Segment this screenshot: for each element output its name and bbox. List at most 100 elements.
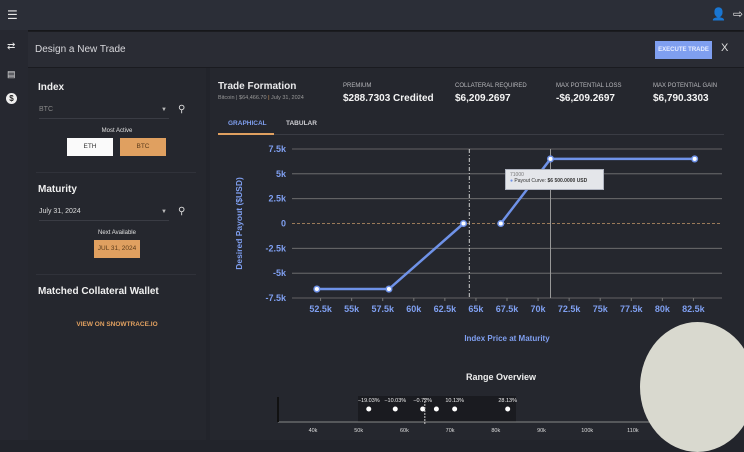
premium-value: $288.7303 Credited bbox=[343, 93, 434, 104]
range-tick-label: 110k bbox=[627, 428, 639, 434]
maturity-select[interactable]: July 31, 2024 ▼ bbox=[39, 205, 169, 221]
range-tick-label: 40k bbox=[309, 428, 318, 434]
y-tick-label: 2.5k bbox=[268, 194, 287, 204]
x-tick-label: 80k bbox=[655, 304, 671, 314]
tooltip-x: 71000 bbox=[510, 172, 524, 178]
btc-button[interactable]: BTC bbox=[120, 138, 166, 156]
trade-subtitle: Bitcoin | $64,466.70 | July 31, 2024 bbox=[218, 95, 304, 101]
payout-point bbox=[385, 285, 393, 293]
next-available-button[interactable]: JUL 31, 2024 bbox=[94, 240, 140, 258]
snowtrace-link[interactable]: VIEW ON SNOWTRACE.IO bbox=[76, 321, 158, 328]
divider bbox=[36, 274, 196, 275]
chevron-down-icon: ▼ bbox=[161, 209, 167, 215]
x-tick-label: 72.5k bbox=[558, 304, 582, 314]
max-loss-value: -$6,209.2697 bbox=[556, 93, 615, 104]
max-gain-label: MAX POTENTIAL GAIN bbox=[653, 83, 718, 89]
premium-label: PREMIUM bbox=[343, 83, 372, 89]
range-overview-title: Range Overview bbox=[466, 372, 537, 382]
x-tick-label: 62.5k bbox=[434, 304, 458, 314]
trade-formation-title: Trade Formation bbox=[218, 81, 297, 92]
top-bar: ☰ 👤 ⇨ bbox=[0, 0, 744, 30]
range-tick-label: 50k bbox=[354, 428, 363, 434]
range-pct-label: 28.13% bbox=[498, 398, 517, 404]
collateral-label: COLLATERAL REQUIRED bbox=[455, 83, 527, 89]
range-tick-label: 60k bbox=[400, 428, 409, 434]
index-value: BTC bbox=[39, 106, 53, 113]
x-tick-label: 77.5k bbox=[620, 304, 644, 314]
index-select[interactable]: BTC ▼ bbox=[39, 103, 169, 119]
chart-icon[interactable]: ▤ bbox=[7, 69, 16, 79]
range-pct-label: −0.72% bbox=[413, 398, 432, 404]
max-gain-value: $6,790.3303 bbox=[653, 93, 709, 104]
payout-point bbox=[459, 219, 468, 228]
eth-button[interactable]: ETH bbox=[67, 138, 113, 156]
payout-point bbox=[313, 285, 321, 293]
menu-icon[interactable]: ☰ bbox=[7, 8, 18, 22]
tooltip-value: $6 500.0000 USD bbox=[547, 178, 588, 184]
range-tick-label: 80k bbox=[491, 428, 500, 434]
range-tick-label: 90k bbox=[537, 428, 546, 434]
range-point bbox=[452, 406, 458, 412]
webcam-overlay bbox=[640, 322, 744, 452]
payout-point bbox=[546, 155, 555, 163]
range-tick-label: 100k bbox=[581, 428, 593, 434]
range-point bbox=[505, 406, 511, 412]
x-tick-label: 60k bbox=[406, 304, 422, 314]
x-tick-label: 75k bbox=[593, 304, 609, 314]
range-tick-label: 70k bbox=[446, 428, 455, 434]
search-icon[interactable]: ⚲ bbox=[178, 104, 186, 115]
max-loss-label: MAX POTENTIAL LOSS bbox=[556, 83, 622, 89]
range-pct-label: −10.03% bbox=[384, 398, 406, 404]
range-point bbox=[433, 406, 439, 412]
x-tick-label: 57.5k bbox=[371, 304, 395, 314]
payout-point bbox=[691, 155, 699, 163]
execute-trade-button[interactable]: EXECUTE TRADE bbox=[655, 41, 712, 59]
wallet-heading: Matched Collateral Wallet bbox=[38, 286, 159, 297]
range-point bbox=[420, 406, 426, 412]
tab-tabular[interactable]: TABULAR bbox=[286, 120, 317, 127]
logout-icon[interactable]: ⇨ bbox=[733, 7, 744, 21]
chart-tooltip: 71000 ● Payout Curve: $6 500.0000 USD bbox=[505, 169, 604, 190]
tooltip-label: Payout Curve: bbox=[514, 178, 547, 184]
tab-graphical[interactable]: GRAPHICAL bbox=[228, 120, 267, 127]
x-tick-label: 55k bbox=[344, 304, 360, 314]
next-available-label: Next Available bbox=[98, 230, 136, 236]
price: $64,466.70 bbox=[239, 95, 267, 101]
page-title: Design a New Trade bbox=[35, 44, 126, 55]
range-overview: 40k 50k 60k 70k 80k 90k 100k 110k −19.03% −10.03%… bbox=[277, 396, 744, 434]
y-tick-label: 5k bbox=[276, 169, 287, 179]
active-tab-indicator bbox=[218, 133, 274, 135]
range-point bbox=[392, 406, 398, 412]
maturity-value: July 31, 2024 bbox=[39, 208, 81, 215]
range-pct-label: 10.13% bbox=[445, 398, 464, 404]
divider bbox=[36, 172, 196, 173]
date: July 31, 2024 bbox=[271, 95, 304, 101]
asset: Bitcoin bbox=[218, 95, 235, 101]
range-point bbox=[366, 406, 372, 412]
x-tick-label: 52.5k bbox=[309, 304, 333, 314]
y-tick-label: 7.5k bbox=[268, 144, 287, 154]
x-tick-label: 67.5k bbox=[496, 304, 520, 314]
x-tick-label: 70k bbox=[531, 304, 547, 314]
index-heading: Index bbox=[38, 82, 65, 93]
range-pct-label: −19.03% bbox=[358, 398, 380, 404]
y-tick-label: 0 bbox=[281, 219, 286, 229]
y-tick-label: -7.5k bbox=[265, 293, 287, 303]
y-tick-label: -2.5k bbox=[265, 243, 287, 253]
page-header: Design a New Trade EXECUTE TRADE X bbox=[28, 32, 744, 68]
tooltip-row: ● Payout Curve: $6 500.0000 USD bbox=[510, 178, 588, 184]
chevron-down-icon: ▼ bbox=[161, 107, 167, 113]
most-active-label: Most Active bbox=[101, 128, 133, 134]
x-tick-label: 82.5k bbox=[682, 304, 706, 314]
user-icon[interactable]: 👤 bbox=[711, 7, 726, 21]
dollar-icon[interactable]: $ bbox=[6, 93, 17, 104]
swap-icon[interactable]: ⇄ bbox=[7, 41, 16, 52]
collateral-value: $6,209.2697 bbox=[455, 93, 511, 104]
left-panel: Index BTC ▼ ⚲ Most Active ETH BTC Maturit… bbox=[28, 68, 206, 440]
y-axis-title: Desired Payout ($USD) bbox=[234, 177, 244, 270]
search-icon[interactable]: ⚲ bbox=[178, 206, 186, 217]
y-tick-label: -5k bbox=[273, 268, 287, 278]
payout-point bbox=[497, 219, 505, 228]
x-tick-label: 65k bbox=[468, 304, 484, 314]
close-button[interactable]: X bbox=[721, 42, 729, 54]
